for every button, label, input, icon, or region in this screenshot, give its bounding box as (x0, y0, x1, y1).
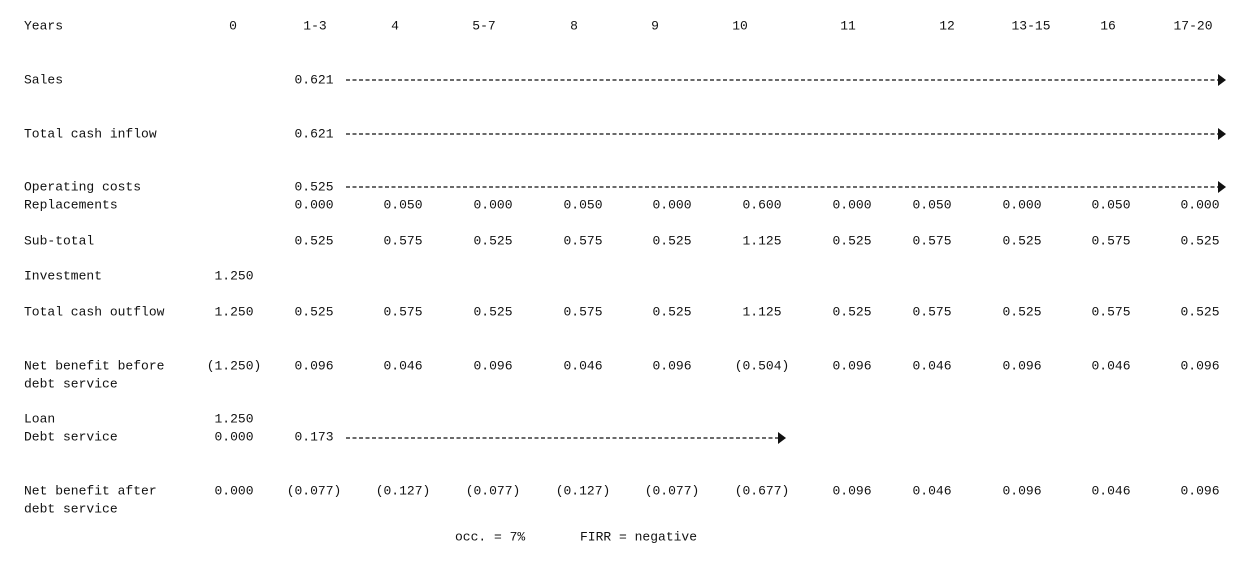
cell: 0.046 (912, 358, 951, 373)
row-label: Total cash inflow (24, 126, 157, 141)
cell: 0.575 (1091, 233, 1130, 248)
cell: 0.046 (912, 483, 951, 498)
cell: 0.000 (473, 197, 512, 212)
header-year: 9 (651, 18, 659, 33)
footer-occ: occ. = 7% (455, 529, 525, 544)
row-label: Total cash outflow (24, 304, 165, 319)
cell: 1.250 (214, 304, 253, 319)
arrow-head (1218, 128, 1226, 140)
cell: 0.173 (294, 429, 333, 444)
cell: 1.125 (742, 304, 781, 319)
row-label: Investment (24, 268, 102, 283)
cell: 0.096 (832, 358, 871, 373)
arrows (346, 74, 1226, 444)
cell: 0.600 (742, 197, 781, 212)
cell: (0.127) (376, 483, 431, 498)
cell: (0.077) (287, 483, 342, 498)
cell: 0.525 (1180, 304, 1219, 319)
cell: 0.525 (832, 233, 871, 248)
cell: 0.621 (294, 72, 333, 87)
cell: 0.096 (832, 483, 871, 498)
header-year: 13-15 (1011, 18, 1050, 33)
cell: (0.677) (735, 483, 790, 498)
cell: 1.125 (742, 233, 781, 248)
cell: 0.575 (563, 233, 602, 248)
cell: 0.525 (473, 304, 512, 319)
cell: (0.077) (466, 483, 521, 498)
cell: 0.575 (912, 233, 951, 248)
header-year: 12 (939, 18, 955, 33)
header-year: 10 (732, 18, 748, 33)
cell: (0.127) (556, 483, 611, 498)
row-label: debt service (24, 376, 118, 391)
row-label: Loan (24, 411, 55, 426)
cell: 0.575 (912, 304, 951, 319)
cell: 0.525 (473, 233, 512, 248)
cell: 0.575 (1091, 304, 1130, 319)
cell: 0.050 (912, 197, 951, 212)
cell: (1.250) (207, 358, 262, 373)
cell: 0.096 (294, 358, 333, 373)
cell: 0.525 (1002, 233, 1041, 248)
row-label: Net benefit before (24, 358, 164, 373)
cell: 0.000 (1002, 197, 1041, 212)
cell: 0.525 (294, 304, 333, 319)
header-year: 11 (840, 18, 856, 33)
header-year: 1-3 (303, 18, 326, 33)
cell: 0.525 (1002, 304, 1041, 319)
cell: 1.250 (214, 411, 253, 426)
cell: 0.096 (473, 358, 512, 373)
row-label: Sub-total (24, 233, 94, 248)
row-label: Debt service (24, 429, 118, 444)
cell: (0.077) (645, 483, 700, 498)
cell: 0.046 (1091, 358, 1130, 373)
cell: 0.525 (294, 233, 333, 248)
cell: 0.525 (652, 233, 691, 248)
row-label: Net benefit after (24, 483, 157, 498)
cell: 0.096 (1002, 358, 1041, 373)
cell: 0.050 (1091, 197, 1130, 212)
cell: 1.250 (214, 268, 253, 283)
header-year: 16 (1100, 18, 1116, 33)
header-year: 4 (391, 18, 399, 33)
row-label: debt service (24, 501, 118, 516)
cell: 0.525 (832, 304, 871, 319)
arrow-head (1218, 74, 1226, 86)
arrow-head (778, 432, 786, 444)
cell: 0.525 (294, 179, 333, 194)
header-year: 5-7 (472, 18, 495, 33)
cell: 0.096 (652, 358, 691, 373)
header-label: Years (24, 18, 63, 33)
cell: 0.096 (1180, 358, 1219, 373)
cell: 0.000 (214, 429, 253, 444)
arrow-head (1218, 181, 1226, 193)
cell: 0.525 (1180, 233, 1219, 248)
cell: 0.046 (383, 358, 422, 373)
footer-firr: FIRR = negative (580, 529, 697, 544)
cell: 0.621 (294, 126, 333, 141)
row-label: Sales (24, 72, 63, 87)
header-year: 17-20 (1173, 18, 1212, 33)
cell: 0.000 (214, 483, 253, 498)
cell: (0.504) (735, 358, 790, 373)
cell: 0.046 (1091, 483, 1130, 498)
cell: 0.000 (1180, 197, 1219, 212)
cell: 0.525 (652, 304, 691, 319)
cell: 0.096 (1002, 483, 1041, 498)
cell: 0.000 (294, 197, 333, 212)
cell: 0.050 (563, 197, 602, 212)
cell: 0.000 (652, 197, 691, 212)
row-label: Replacements (24, 197, 118, 212)
cell: 0.575 (563, 304, 602, 319)
cell: 0.000 (832, 197, 871, 212)
cell: 0.046 (563, 358, 602, 373)
cell: 0.575 (383, 233, 422, 248)
header-year: 8 (570, 18, 578, 33)
cell: 0.050 (383, 197, 422, 212)
cell: 0.575 (383, 304, 422, 319)
cell: 0.096 (1180, 483, 1219, 498)
header-year: 0 (229, 18, 237, 33)
row-label: Operating costs (24, 179, 141, 194)
